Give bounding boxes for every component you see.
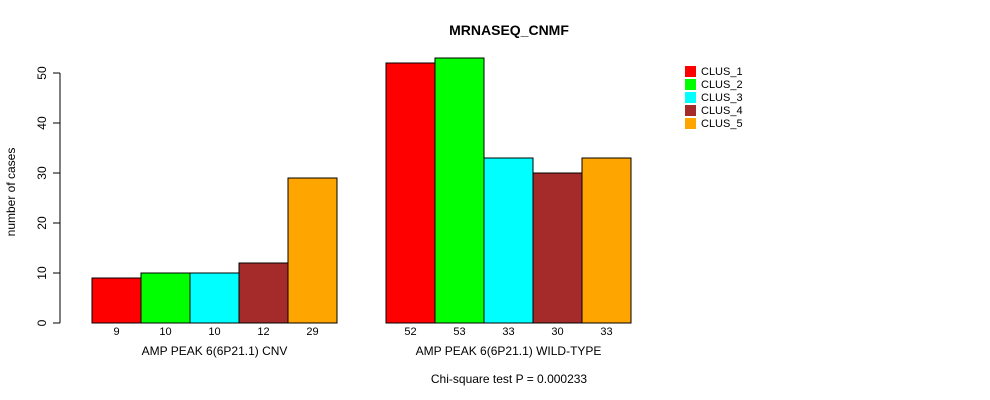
- bar-value-label: 12: [257, 326, 269, 338]
- y-tick-label: 40: [35, 116, 49, 130]
- legend-swatch: [685, 118, 696, 129]
- y-axis: 0 10 20 30 40 50: [35, 66, 61, 326]
- bar-value-label: 30: [551, 326, 563, 338]
- bar: [434, 57, 485, 324]
- bar: [483, 157, 534, 324]
- legend-label: CLUS_1: [701, 66, 743, 78]
- y-tick-label: 50: [35, 66, 49, 80]
- bar-value-label: 53: [453, 326, 465, 338]
- bar: [385, 62, 436, 324]
- y-tick-label: 0: [35, 319, 49, 326]
- bar-value-label: 10: [159, 326, 171, 338]
- bar: [189, 272, 240, 324]
- legend-swatch: [685, 79, 696, 90]
- bar-value-label: 52: [404, 326, 416, 338]
- bar-value-label: 10: [208, 326, 220, 338]
- legend-swatch: [685, 105, 696, 116]
- y-tick-label: 10: [35, 266, 49, 280]
- legend-swatch: [685, 92, 696, 103]
- bar: [238, 262, 289, 324]
- y-tick-label: 30: [35, 166, 49, 180]
- legend-label: CLUS_5: [701, 118, 743, 130]
- group-label: AMP PEAK 6(6P21.1) WILD-TYPE: [416, 344, 602, 358]
- group-labels: AMP PEAK 6(6P21.1) CNV AMP PEAK 6(6P21.1)…: [142, 344, 602, 358]
- y-tick-label: 20: [35, 216, 49, 230]
- legend-label: CLUS_4: [701, 105, 743, 117]
- bar-value-label: 29: [306, 326, 318, 338]
- legend-swatch: [685, 66, 696, 77]
- bar: [581, 157, 632, 324]
- y-axis-label: number of cases: [4, 148, 18, 237]
- legend-label: CLUS_2: [701, 79, 743, 91]
- bar: [140, 272, 191, 324]
- bar-value-label: 9: [113, 326, 119, 338]
- bar: [532, 172, 583, 324]
- bar-value-label: 33: [600, 326, 612, 338]
- bars-layer: 9 10 10 12 29 52 53 33 30 33: [91, 57, 632, 338]
- bar-value-label: 33: [502, 326, 514, 338]
- bar: [287, 177, 338, 324]
- legend-label: CLUS_3: [701, 92, 743, 104]
- chart-title: MRNASEQ_CNMF: [449, 22, 569, 38]
- group-label: AMP PEAK 6(6P21.1) CNV: [142, 344, 288, 358]
- chi-square-footnote: Chi-square test P = 0.000233: [431, 372, 588, 386]
- bar: [91, 277, 142, 324]
